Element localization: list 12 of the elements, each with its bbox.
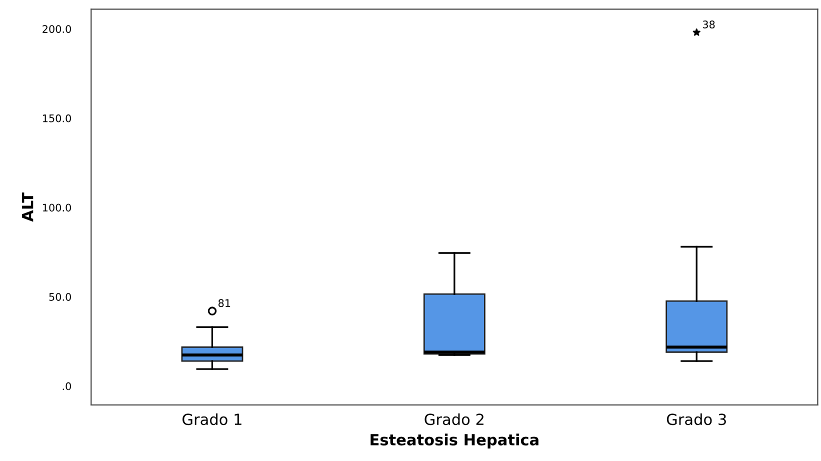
x-tick-label: Grado 3 [666,413,726,426]
y-axis-title: ALT [22,192,34,222]
x-tick-label: Grado 1 [182,413,242,426]
y-tick-label: 200.0 [42,25,71,33]
y-tick-label: 100.0 [43,204,71,212]
x-axis-title: Esteatosis Hepatica [370,434,538,448]
annotation: 38 [702,20,715,28]
y-tick-label: .0 [62,382,71,390]
y-tick-label: 50.0 [49,292,71,301]
y-tick-label: 150.0 [43,114,71,122]
x-tick-label: Grado 2 [424,413,484,426]
annotation: 81 [218,299,230,308]
